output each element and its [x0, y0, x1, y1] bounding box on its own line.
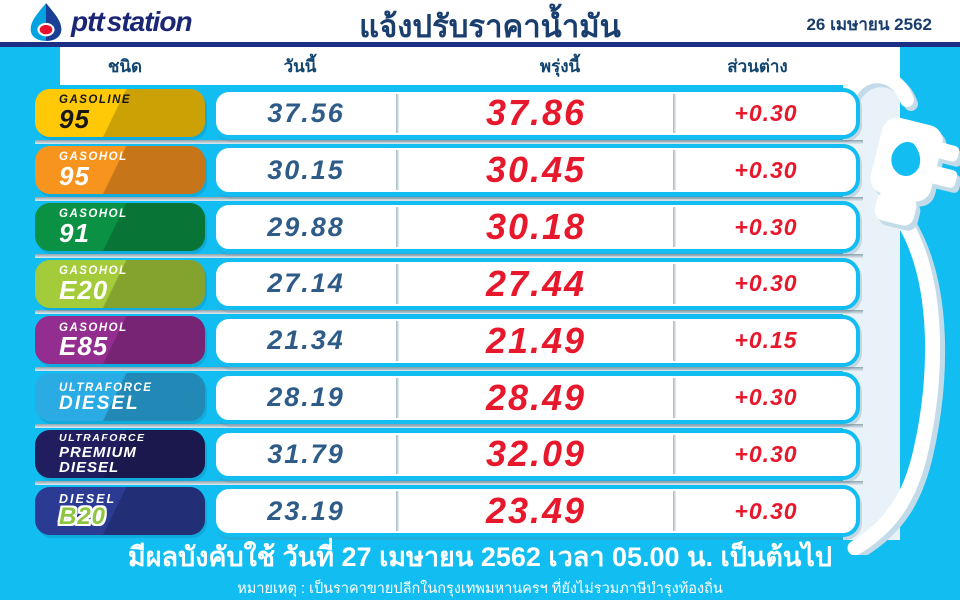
- table-row-ultraforce-diesel: ULTRAFORCE DIESEL 28.19 28.49 +0.30: [35, 367, 865, 426]
- price-today: 31.79: [267, 438, 345, 469]
- price-tomorrow: 30.45: [485, 149, 587, 191]
- header-bar: [0, 0, 960, 42]
- price-box: 29.88 30.18 +0.30: [212, 201, 860, 254]
- price-diff: +0.30: [734, 270, 798, 297]
- table-row-gasohol-e85: GASOHOL E85 21.34 21.49 +0.15: [35, 310, 865, 369]
- fuel-badge-gasoline-95: GASOLINE 95: [35, 89, 205, 137]
- cell-divider: [396, 320, 399, 361]
- price-diff: +0.15: [734, 327, 798, 354]
- table-row-gasohol-95: GASOHOL 95 30.15 30.45 +0.30: [35, 139, 865, 199]
- header-divider: [0, 42, 960, 47]
- price-tomorrow: 30.18: [485, 206, 587, 248]
- price-today: 23.19: [267, 495, 345, 526]
- column-tomorrow: พรุ่งนี้: [539, 56, 581, 76]
- price-tomorrow: 37.86: [485, 92, 587, 134]
- price-today: 28.19: [267, 382, 345, 413]
- ptt-flame-icon: [30, 3, 62, 41]
- column-today: วันนี้: [283, 56, 317, 76]
- price-tomorrow: 32.09: [485, 433, 587, 475]
- cell-divider: [673, 207, 676, 248]
- announcement-date: 26 เมษายน 2562: [806, 15, 932, 34]
- page-title: แจ้งปรับราคาน้ำมัน: [359, 9, 621, 44]
- fuel-badge-gasohol-e85: GASOHOL E85: [35, 316, 205, 365]
- price-diff: +0.30: [734, 99, 798, 126]
- footnote-text: หมายเหตุ : เป็นราคาขายปลีกในกรุงเทพมหานค…: [237, 580, 723, 597]
- price-box: 27.14 27.44 +0.30: [212, 258, 860, 310]
- cell-divider: [396, 93, 399, 134]
- price-diff: +0.30: [734, 440, 798, 467]
- cell-divider: [396, 377, 399, 418]
- price-today: 21.34: [267, 325, 345, 356]
- cell-divider: [673, 93, 676, 134]
- cell-divider: [673, 150, 676, 191]
- ptt-station-logo: ptt station: [28, 2, 193, 42]
- fuel-badge-diesel-b20: DIESEL B20: [35, 486, 205, 535]
- price-diff: +0.30: [734, 156, 798, 183]
- table-row-gasohol-e20: GASOHOL E20 27.14 27.44 +0.30: [35, 253, 865, 313]
- price-table: GASOLINE 95 37.56 37.86 +0.30 GASOHOL 95…: [35, 85, 865, 540]
- cell-divider: [673, 377, 676, 418]
- price-diff: +0.30: [734, 213, 798, 240]
- table-row-diesel-b20: DIESEL B20 23.19 23.49 +0.30: [35, 480, 865, 540]
- table-row-gasoline-95: GASOLINE 95 37.56 37.86 +0.30: [35, 85, 865, 142]
- effective-date-text: มีผลบังคับใช้ วันที่ 27 เมษายน 2562 เวลา…: [127, 542, 833, 572]
- cell-divider: [396, 264, 399, 304]
- price-diff: +0.30: [734, 497, 798, 524]
- price-tomorrow: 27.44: [485, 262, 587, 304]
- price-tomorrow: 23.49: [485, 490, 587, 532]
- price-box: 21.34 21.49 +0.15: [212, 314, 860, 367]
- price-box: 23.19 23.49 +0.30: [212, 485, 860, 538]
- price-box: 31.79 32.09 +0.30: [212, 428, 860, 481]
- cell-divider: [673, 320, 676, 361]
- fuel-badge-gasohol-91: GASOHOL 91: [35, 202, 205, 251]
- cell-divider: [396, 150, 399, 191]
- price-tomorrow: 28.49: [485, 376, 587, 418]
- table-header: ชนิด วันนี้ พรุ่งนี้ ส่วนต่าง: [60, 47, 900, 85]
- table-row-ultraforce-premium-diesel: ULTRAFORCE PREMIUM DIESEL 31.79 32.09 +0…: [35, 424, 865, 483]
- column-type: ชนิด: [107, 56, 143, 76]
- price-box: 37.56 37.86 +0.30: [212, 87, 860, 140]
- fuel-badge-ultraforce-premium-diesel: ULTRAFORCE PREMIUM DIESEL: [35, 430, 205, 479]
- price-box: 30.15 30.45 +0.30: [212, 144, 860, 197]
- cell-divider: [673, 491, 676, 532]
- column-diff: ส่วนต่าง: [727, 56, 788, 76]
- price-today: 37.56: [267, 97, 345, 128]
- fuel-badge-gasohol-95: GASOHOL 95: [35, 145, 205, 194]
- price-today: 27.14: [267, 268, 345, 299]
- brand-wordmark: ptt station: [71, 6, 193, 37]
- cell-divider: [673, 434, 676, 475]
- price-tomorrow: 21.49: [485, 319, 587, 361]
- cell-divider: [396, 491, 399, 532]
- table-row-gasohol-91: GASOHOL 91 29.88 30.18 +0.30: [35, 196, 865, 256]
- price-diff: +0.30: [734, 384, 798, 411]
- footer: มีผลบังคับใช้ วันที่ 27 เมษายน 2562 เวลา…: [0, 541, 960, 600]
- cell-divider: [396, 434, 399, 475]
- fuel-badge-gasohol-e20: GASOHOL E20: [35, 259, 205, 308]
- fuel-badge-ultraforce-diesel: ULTRAFORCE DIESEL: [35, 373, 205, 422]
- cell-divider: [673, 264, 676, 304]
- price-today: 29.88: [267, 211, 345, 242]
- cell-divider: [396, 207, 399, 248]
- price-today: 30.15: [267, 154, 345, 185]
- price-box: 28.19 28.49 +0.30: [212, 371, 860, 424]
